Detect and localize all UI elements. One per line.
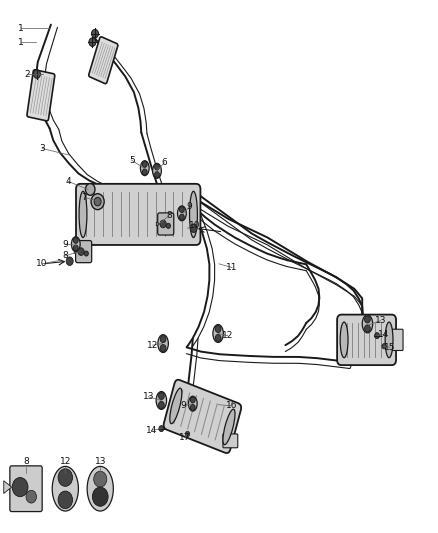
- Text: 12: 12: [222, 331, 233, 340]
- Circle shape: [74, 245, 78, 251]
- FancyBboxPatch shape: [89, 37, 118, 84]
- Ellipse shape: [94, 197, 101, 206]
- Ellipse shape: [71, 237, 80, 252]
- Circle shape: [26, 490, 36, 503]
- Circle shape: [190, 224, 197, 232]
- Ellipse shape: [340, 322, 348, 358]
- FancyBboxPatch shape: [164, 379, 241, 453]
- Polygon shape: [156, 222, 159, 226]
- Circle shape: [94, 471, 107, 487]
- Text: 10: 10: [189, 221, 201, 230]
- Circle shape: [364, 325, 371, 332]
- Ellipse shape: [156, 392, 166, 409]
- Circle shape: [142, 169, 147, 175]
- Text: 7: 7: [81, 193, 88, 202]
- Circle shape: [160, 336, 166, 343]
- FancyBboxPatch shape: [158, 213, 174, 235]
- Circle shape: [185, 431, 190, 437]
- Text: 14: 14: [146, 426, 157, 435]
- Circle shape: [78, 248, 84, 255]
- Ellipse shape: [223, 409, 235, 445]
- Ellipse shape: [85, 183, 95, 195]
- Circle shape: [33, 70, 40, 78]
- Text: 15: 15: [385, 343, 396, 352]
- Circle shape: [155, 172, 159, 177]
- Circle shape: [12, 478, 28, 497]
- Circle shape: [58, 469, 73, 486]
- Circle shape: [84, 251, 88, 256]
- Ellipse shape: [152, 164, 161, 178]
- Text: 13: 13: [95, 457, 106, 466]
- Text: 9: 9: [180, 401, 186, 410]
- FancyBboxPatch shape: [337, 314, 396, 365]
- Text: 13: 13: [375, 316, 386, 325]
- Ellipse shape: [188, 396, 197, 411]
- Circle shape: [142, 161, 147, 167]
- Circle shape: [191, 405, 195, 410]
- FancyBboxPatch shape: [10, 466, 42, 512]
- Text: 12: 12: [60, 457, 71, 466]
- Text: 9: 9: [187, 203, 192, 212]
- FancyBboxPatch shape: [76, 184, 201, 245]
- Circle shape: [159, 392, 164, 400]
- Circle shape: [58, 491, 73, 508]
- Circle shape: [180, 207, 184, 213]
- Ellipse shape: [141, 161, 149, 175]
- Text: 1: 1: [18, 38, 24, 47]
- Circle shape: [155, 164, 159, 170]
- Ellipse shape: [177, 206, 186, 221]
- Text: 10: 10: [36, 260, 48, 268]
- Text: 11: 11: [226, 263, 238, 272]
- Polygon shape: [74, 249, 78, 254]
- Text: 8: 8: [166, 212, 172, 221]
- Text: 14: 14: [378, 330, 390, 339]
- Text: 5: 5: [129, 156, 134, 165]
- Ellipse shape: [52, 466, 78, 511]
- Circle shape: [215, 334, 221, 342]
- Circle shape: [382, 344, 386, 349]
- Circle shape: [159, 426, 164, 432]
- Text: 1: 1: [18, 24, 24, 33]
- Ellipse shape: [79, 191, 87, 238]
- Text: 13: 13: [142, 392, 154, 401]
- Text: 8: 8: [63, 252, 68, 260]
- Circle shape: [74, 238, 78, 244]
- Ellipse shape: [91, 193, 104, 209]
- Ellipse shape: [190, 191, 198, 238]
- Circle shape: [364, 316, 371, 323]
- Text: 17: 17: [179, 433, 191, 442]
- Circle shape: [89, 38, 96, 46]
- Text: 3: 3: [39, 144, 45, 153]
- Ellipse shape: [385, 322, 393, 358]
- Text: 9: 9: [63, 240, 68, 249]
- Circle shape: [159, 401, 164, 408]
- Text: 12: 12: [147, 341, 158, 350]
- Text: 6: 6: [162, 158, 167, 167]
- Ellipse shape: [362, 315, 373, 333]
- Text: 16: 16: [226, 401, 237, 410]
- Circle shape: [374, 333, 379, 338]
- Ellipse shape: [213, 325, 223, 342]
- Circle shape: [215, 326, 221, 333]
- Circle shape: [191, 397, 195, 403]
- Circle shape: [160, 344, 166, 352]
- FancyBboxPatch shape: [389, 329, 403, 351]
- Text: 2: 2: [24, 70, 30, 78]
- Ellipse shape: [87, 466, 113, 511]
- Circle shape: [180, 214, 184, 220]
- FancyBboxPatch shape: [27, 70, 55, 121]
- Circle shape: [92, 487, 108, 506]
- Text: 8: 8: [23, 457, 29, 466]
- Ellipse shape: [158, 335, 168, 352]
- Polygon shape: [4, 481, 12, 494]
- Ellipse shape: [170, 388, 182, 424]
- Circle shape: [66, 257, 73, 265]
- Circle shape: [160, 220, 166, 228]
- Circle shape: [92, 29, 99, 38]
- Text: 4: 4: [66, 177, 71, 186]
- FancyBboxPatch shape: [223, 434, 238, 448]
- FancyBboxPatch shape: [76, 240, 92, 263]
- Circle shape: [166, 223, 170, 229]
